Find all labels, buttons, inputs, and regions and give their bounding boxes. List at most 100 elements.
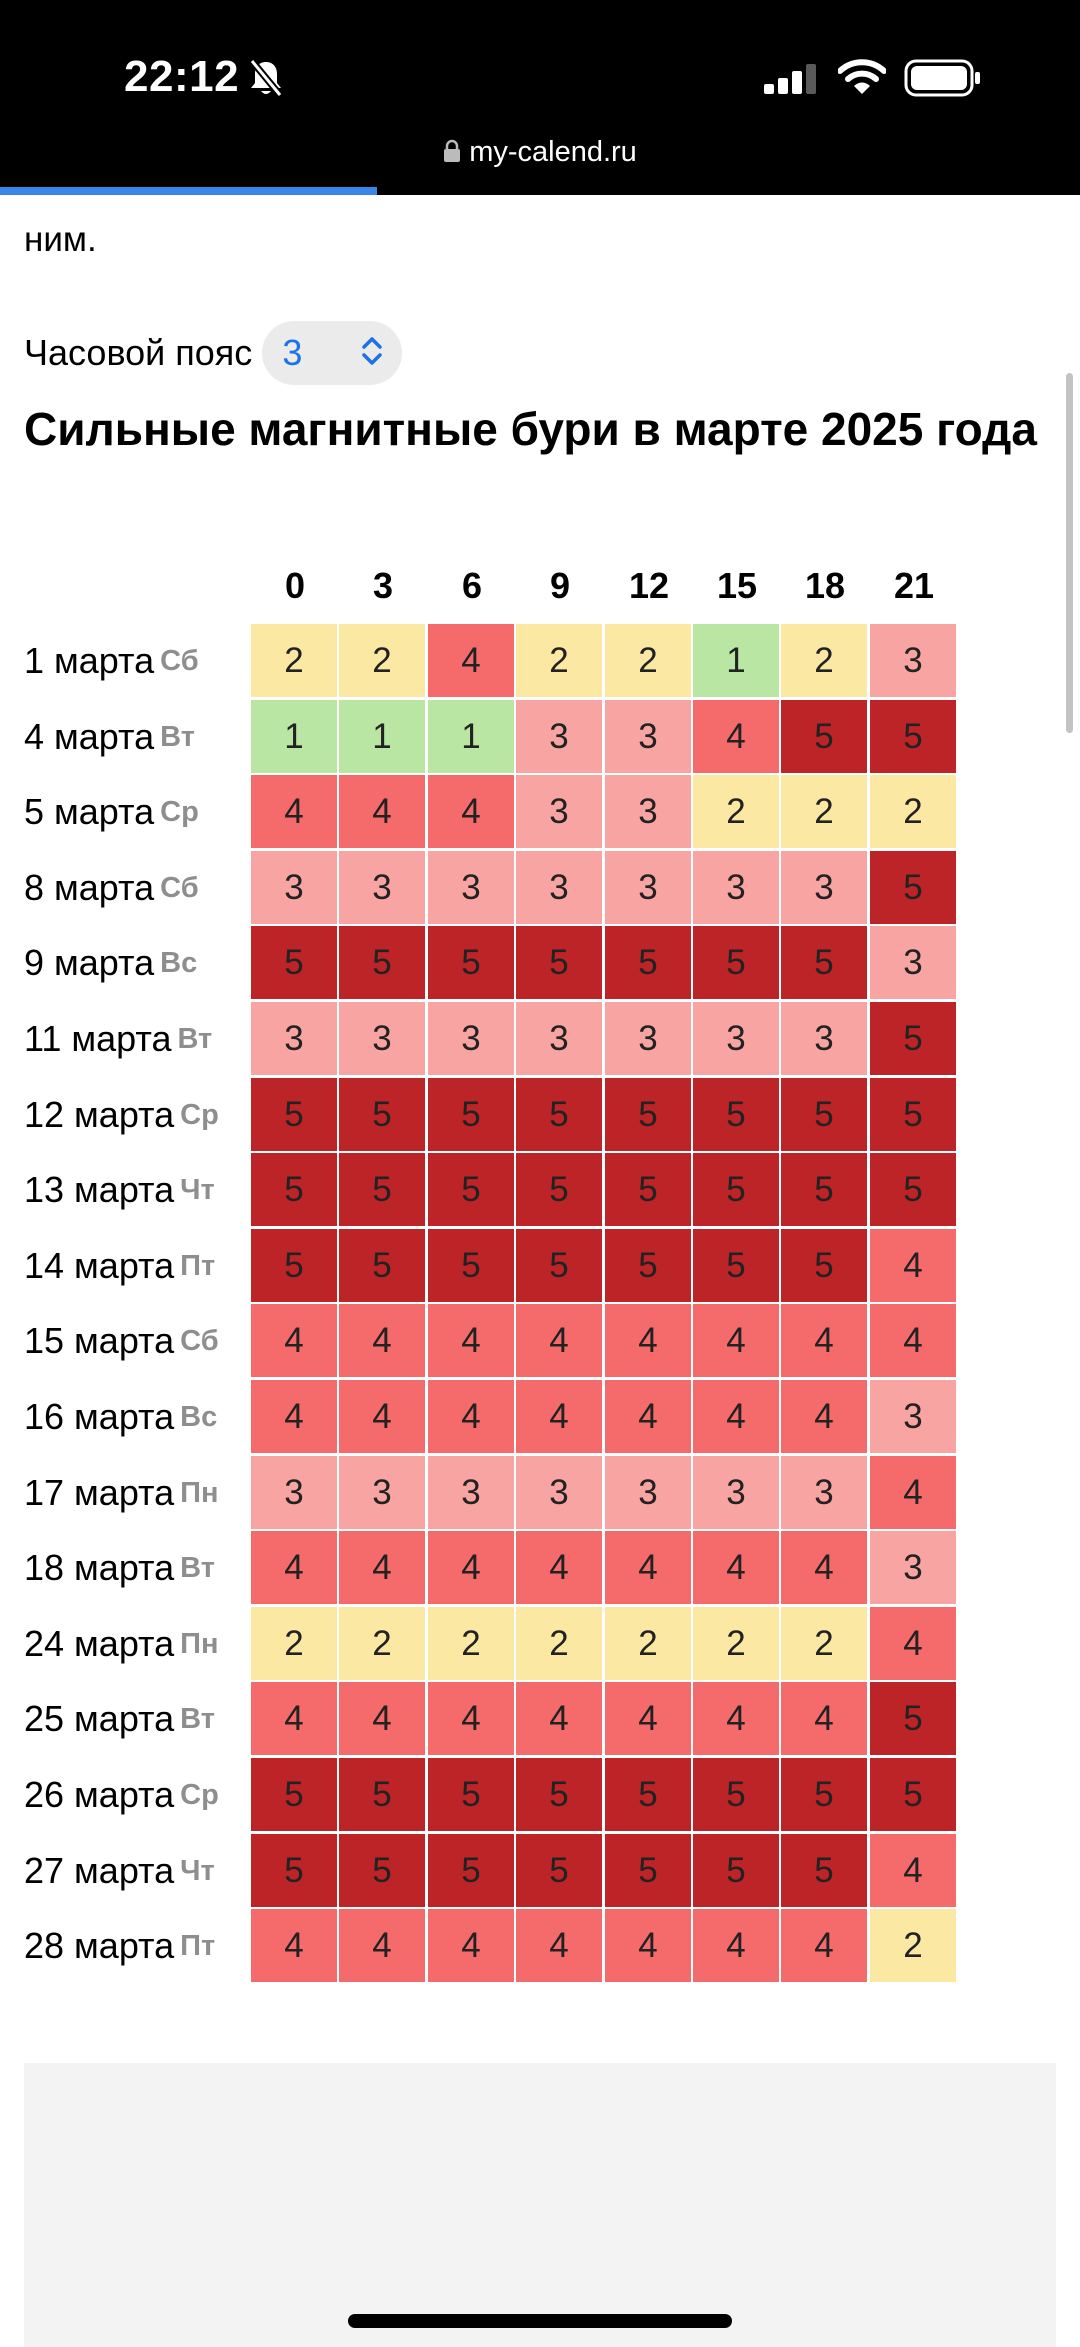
row-weekday: Вт — [160, 720, 195, 753]
row-weekday: Пн — [180, 1476, 219, 1509]
home-indicator — [348, 2314, 732, 2328]
row-weekday: Ср — [180, 1098, 219, 1131]
kp-cell: 3 — [516, 1002, 602, 1075]
kp-cell: 4 — [516, 1909, 602, 1982]
kp-cell: 4 — [251, 775, 337, 848]
kp-cell: 4 — [693, 1909, 779, 1982]
kp-cell: 5 — [251, 1834, 337, 1907]
row-weekday: Пт — [180, 1929, 216, 1962]
kp-cell: 4 — [781, 1531, 867, 1604]
cellular-signal-icon — [764, 64, 820, 99]
row-date: 16 марта — [24, 1396, 175, 1437]
kp-cell: 4 — [251, 1380, 337, 1453]
kp-cell: 5 — [516, 926, 602, 999]
kp-cell: 2 — [693, 775, 779, 848]
kp-cell: 4 — [693, 1531, 779, 1604]
kp-cell: 4 — [516, 1380, 602, 1453]
kp-cell: 5 — [339, 1834, 425, 1907]
hour-header-12: 12 — [628, 565, 670, 606]
kp-cell: 4 — [339, 1682, 425, 1755]
kp-cell: 5 — [516, 1153, 602, 1226]
kp-cell: 5 — [693, 1078, 779, 1151]
kp-cell: 4 — [693, 1380, 779, 1453]
timezone-select[interactable]: 3 — [262, 321, 403, 385]
row-date: 5 марта — [24, 791, 155, 832]
kp-cell: 4 — [428, 1304, 514, 1377]
kp-cell: 2 — [516, 624, 602, 697]
kp-cell: 5 — [870, 1002, 956, 1075]
kp-cell: 4 — [428, 1380, 514, 1453]
timezone-label: Часовой пояс — [24, 332, 253, 373]
page-load-progress — [0, 187, 377, 195]
battery-icon — [904, 58, 982, 103]
kp-cell: 4 — [781, 1909, 867, 1982]
kp-cell: 2 — [251, 1607, 337, 1680]
row-weekday: Сб — [160, 871, 199, 904]
page-content: ним. Часовой пояс 3 Сильные магнитные бу… — [0, 195, 1080, 2347]
kp-cell: 4 — [781, 1380, 867, 1453]
kp-cell: 5 — [605, 1758, 691, 1831]
kp-cell: 2 — [781, 775, 867, 848]
paragraph-tail: ним. — [24, 220, 97, 259]
kp-cell: 3 — [339, 851, 425, 924]
address-bar[interactable]: my-calend.ru — [0, 136, 1080, 171]
row-date: 1 марта — [24, 640, 155, 681]
kp-cell: 3 — [605, 1002, 691, 1075]
row-date: 14 марта — [24, 1245, 175, 1286]
kp-cell: 3 — [781, 1456, 867, 1529]
kp-cell: 4 — [693, 1304, 779, 1377]
hour-header-9: 9 — [549, 565, 571, 606]
kp-cell: 4 — [339, 775, 425, 848]
kp-cell: 5 — [516, 1758, 602, 1831]
kp-cell: 5 — [516, 1078, 602, 1151]
kp-cell: 5 — [605, 1078, 691, 1151]
row-date: 13 марта — [24, 1169, 175, 1210]
hour-header-0: 0 — [284, 565, 306, 606]
kp-cell: 4 — [428, 1682, 514, 1755]
kp-cell: 3 — [516, 775, 602, 848]
kp-cell: 3 — [516, 851, 602, 924]
kp-cell: 3 — [251, 851, 337, 924]
kp-cell: 4 — [251, 1909, 337, 1982]
row-date: 12 марта — [24, 1094, 175, 1135]
row-weekday: Ср — [160, 795, 199, 828]
row-label: 27 марта Чт — [24, 1833, 215, 1909]
row-date: 18 марта — [24, 1547, 175, 1588]
kp-cell: 4 — [693, 1682, 779, 1755]
status-bar: 22:12 — [0, 0, 1080, 195]
timezone-row: Часовой пояс 3 — [24, 320, 403, 386]
kp-cell: 4 — [428, 775, 514, 848]
kp-cell: 2 — [870, 1909, 956, 1982]
kp-cell: 3 — [605, 851, 691, 924]
kp-cell: 1 — [693, 624, 779, 697]
kp-cell: 5 — [428, 1834, 514, 1907]
kp-cell: 5 — [605, 1153, 691, 1226]
hour-header-3: 3 — [372, 565, 394, 606]
kp-cell: 4 — [428, 1531, 514, 1604]
kp-cell: 3 — [428, 1002, 514, 1075]
row-label: 8 марта Сб — [24, 850, 199, 926]
kp-cell: 5 — [428, 1153, 514, 1226]
row-label: 5 марта Ср — [24, 774, 199, 850]
kp-cell: 5 — [781, 1834, 867, 1907]
kp-cell: 5 — [693, 1153, 779, 1226]
chevron-updown-icon — [360, 335, 384, 372]
row-label: 12 марта Ср — [24, 1077, 219, 1153]
kp-cell: 4 — [605, 1380, 691, 1453]
row-weekday: Сб — [180, 1324, 219, 1357]
row-date: 17 марта — [24, 1472, 175, 1513]
kp-cell: 4 — [516, 1531, 602, 1604]
row-label: 13 марта Чт — [24, 1152, 215, 1228]
kp-cell: 5 — [781, 1078, 867, 1151]
kp-cell: 3 — [693, 851, 779, 924]
kp-cell: 4 — [605, 1682, 691, 1755]
kp-cell: 3 — [428, 1456, 514, 1529]
kp-cell: 4 — [339, 1304, 425, 1377]
kp-cell: 5 — [870, 1153, 956, 1226]
row-date: 8 марта — [24, 867, 155, 908]
kp-cell: 5 — [781, 1758, 867, 1831]
kp-cell: 5 — [870, 1758, 956, 1831]
kp-cell: 4 — [693, 700, 779, 773]
kp-cell: 3 — [870, 1380, 956, 1453]
scrollbar[interactable] — [1066, 373, 1073, 733]
